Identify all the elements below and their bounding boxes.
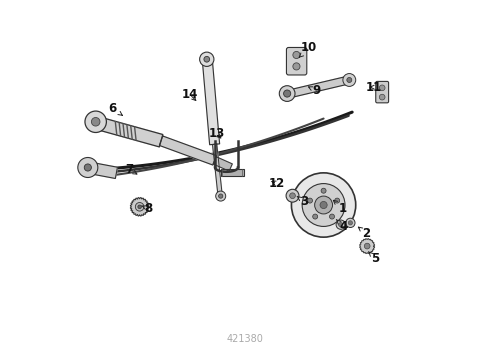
Circle shape	[346, 218, 355, 228]
Text: 12: 12	[269, 177, 285, 190]
Polygon shape	[213, 157, 232, 171]
Polygon shape	[287, 76, 349, 98]
Circle shape	[348, 221, 352, 225]
Circle shape	[284, 90, 291, 97]
Circle shape	[219, 194, 223, 198]
Circle shape	[320, 202, 327, 208]
Circle shape	[313, 214, 318, 219]
Circle shape	[204, 57, 210, 62]
Circle shape	[199, 52, 214, 66]
Text: 7: 7	[125, 163, 137, 176]
FancyBboxPatch shape	[220, 168, 244, 176]
Circle shape	[293, 51, 300, 59]
Circle shape	[216, 191, 226, 201]
Polygon shape	[360, 239, 374, 253]
Text: 9: 9	[309, 84, 320, 97]
FancyBboxPatch shape	[376, 81, 389, 103]
Text: 421380: 421380	[226, 334, 264, 344]
Circle shape	[308, 198, 313, 203]
Circle shape	[290, 193, 295, 199]
Polygon shape	[95, 117, 163, 147]
Circle shape	[279, 86, 295, 102]
Circle shape	[302, 184, 345, 226]
Text: 13: 13	[208, 127, 224, 140]
Circle shape	[347, 77, 352, 82]
Text: 2: 2	[358, 227, 370, 240]
Circle shape	[329, 214, 335, 219]
Text: 6: 6	[109, 102, 122, 115]
Circle shape	[138, 205, 142, 208]
Polygon shape	[130, 198, 149, 216]
Circle shape	[92, 117, 100, 126]
Circle shape	[85, 111, 106, 132]
Polygon shape	[87, 162, 118, 179]
Circle shape	[343, 73, 356, 86]
Circle shape	[135, 203, 144, 211]
Circle shape	[293, 63, 300, 70]
Polygon shape	[159, 136, 217, 165]
Circle shape	[286, 189, 299, 202]
Circle shape	[321, 188, 326, 193]
Circle shape	[315, 196, 333, 214]
Circle shape	[292, 173, 356, 237]
Polygon shape	[213, 144, 222, 194]
Circle shape	[335, 198, 340, 203]
Circle shape	[364, 243, 370, 249]
Text: 14: 14	[181, 88, 198, 101]
Circle shape	[339, 222, 343, 227]
Text: 1: 1	[333, 201, 347, 215]
Polygon shape	[202, 62, 220, 145]
Text: 10: 10	[299, 41, 318, 57]
Text: 11: 11	[366, 81, 382, 94]
Circle shape	[379, 94, 385, 100]
Circle shape	[84, 164, 92, 171]
Circle shape	[78, 157, 98, 177]
Text: 3: 3	[297, 195, 308, 208]
Text: 4: 4	[336, 220, 347, 233]
FancyBboxPatch shape	[287, 48, 307, 75]
Text: 5: 5	[368, 252, 380, 265]
Text: 8: 8	[142, 202, 153, 215]
Circle shape	[336, 220, 345, 229]
Circle shape	[379, 85, 385, 91]
